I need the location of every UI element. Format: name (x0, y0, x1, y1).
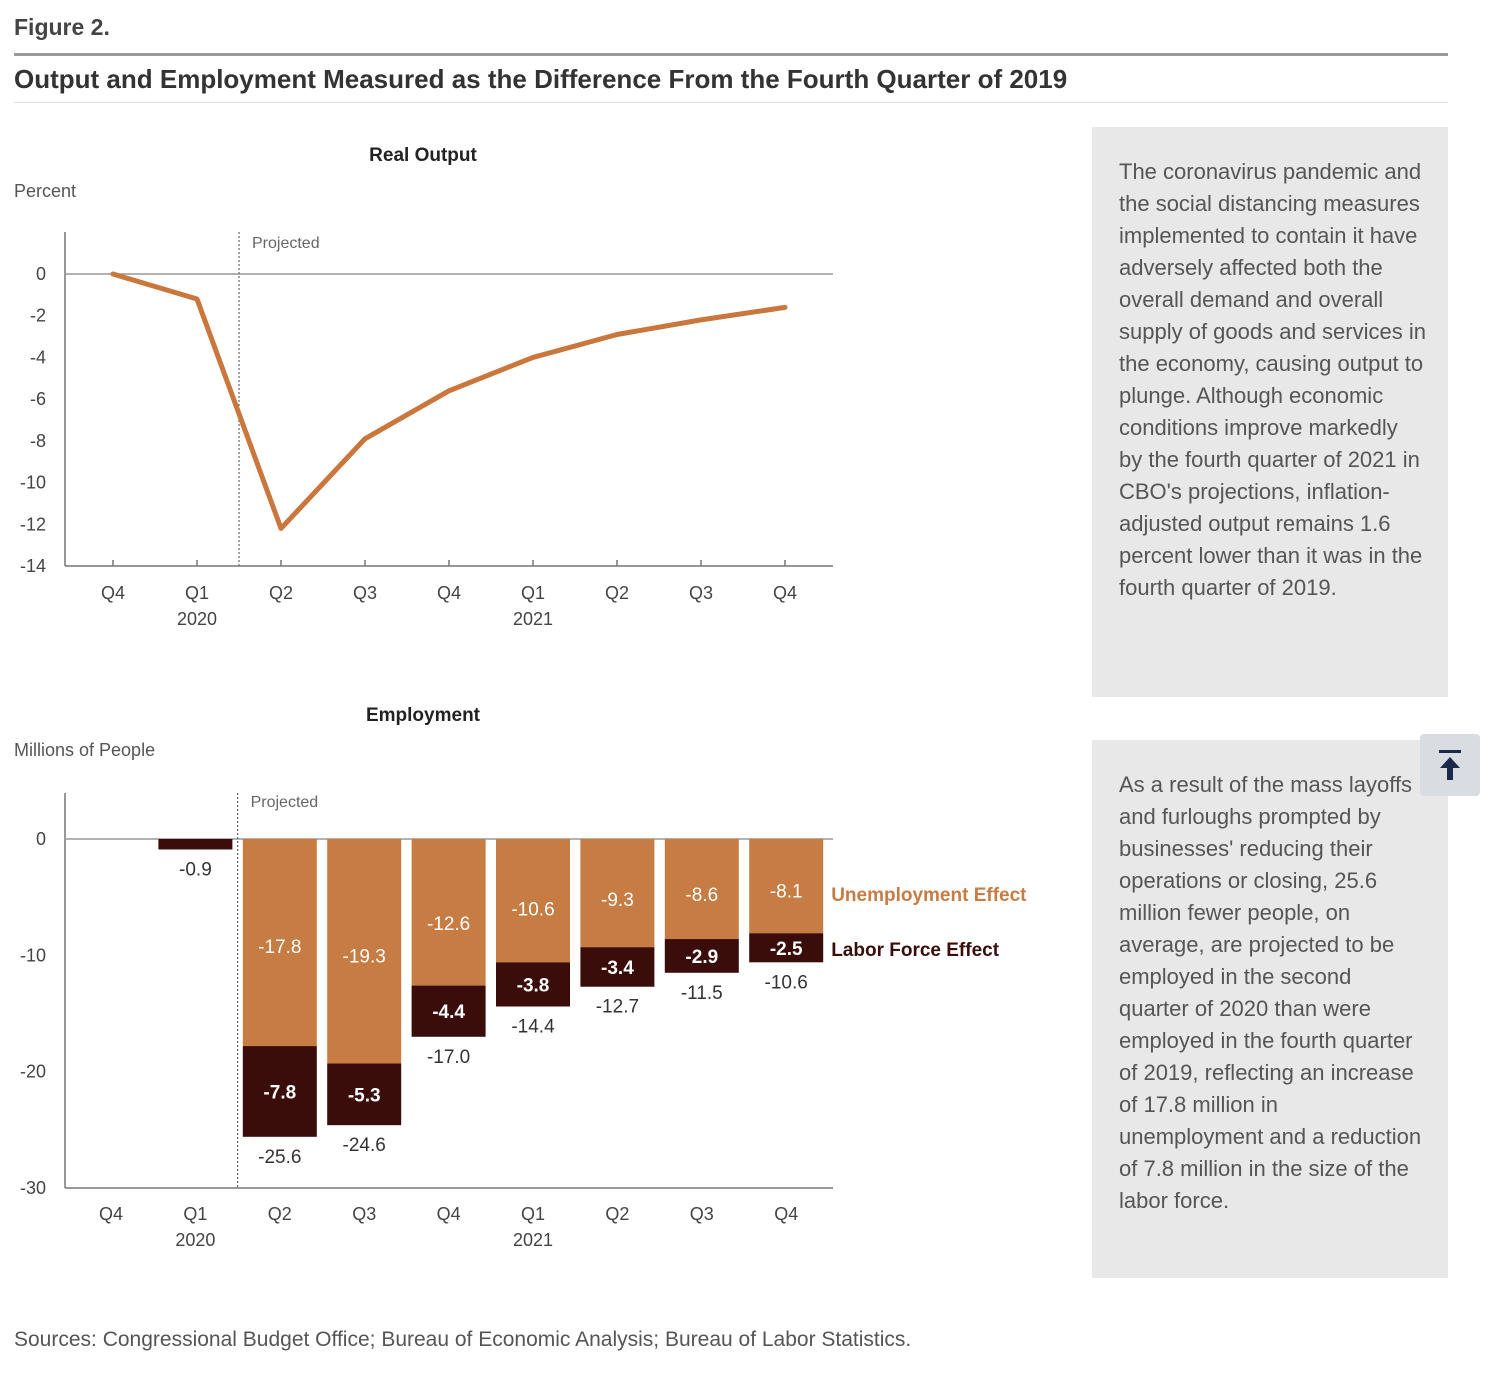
sidebar-output-text: The coronavirus pandemic and the social … (1119, 159, 1426, 600)
sidebar-box-output: The coronavirus pandemic and the social … (1092, 127, 1448, 697)
bar-labor-force (580, 947, 655, 987)
y-tick-label: -20 (20, 1062, 46, 1082)
x-tick-label: Q2 (268, 1204, 292, 1224)
arrow-to-top-icon (1439, 750, 1461, 780)
x-tick-label: Q3 (689, 583, 713, 603)
bar-total-label: -24.6 (343, 1135, 386, 1156)
x-tick-label: Q4 (773, 583, 797, 603)
y-tick-label: -2 (30, 306, 46, 326)
projected-label: Projected (252, 235, 320, 252)
title-divider (14, 102, 1448, 103)
bar-labor-force (664, 939, 739, 973)
real-output-title: Real Output (369, 145, 477, 166)
bar-label-labor-force: -3.8 (517, 975, 550, 996)
x-year-label: 2021 (513, 609, 553, 629)
x-tick-label: Q4 (437, 583, 461, 603)
bar-labor-force (411, 985, 486, 1037)
bar-unemployment (580, 839, 655, 948)
bar-label-labor-force: -3.4 (601, 958, 634, 979)
bar-labor-force (496, 962, 570, 1007)
bar-label-labor-force: -5.3 (348, 1085, 381, 1106)
x-year-label: 2020 (177, 609, 217, 629)
real-output-chart: 0 -2 -4 -6 -8 -10 -12 -14 Q4 Q1 Q2 Q3 Q4 Q1 Q2 Q3 Q4 2020… (20, 232, 833, 629)
x-tick-label: Q4 (437, 1204, 461, 1224)
bar-label-unemployment: -12.6 (427, 914, 470, 935)
x-tick-label: Q3 (353, 583, 377, 603)
x-year-label: 2020 (175, 1230, 215, 1250)
x-tick-label: Q4 (774, 1204, 798, 1224)
legend-labor-force-effect: Labor Force Effect (831, 940, 1000, 961)
bar-label-labor-force: -7.8 (263, 1082, 296, 1103)
bar-unemployment (242, 839, 317, 1047)
sidebar-employment-text: As a result of the mass layoffs and furl… (1119, 772, 1422, 1213)
bar-label-unemployment: -10.6 (511, 899, 554, 920)
bar-total-label: -12.7 (596, 997, 639, 1018)
bar-unemployment (411, 839, 486, 986)
y-tick-label: -4 (30, 347, 46, 367)
bar-label-unemployment: -17.8 (258, 937, 301, 958)
bar-label-labor-force: -2.9 (685, 947, 718, 968)
bar-labor-force (158, 839, 233, 850)
real-output-line (110, 271, 788, 531)
x-tick-label: Q2 (605, 583, 629, 603)
bar-unemployment (664, 839, 739, 940)
y-tick-label: -30 (20, 1178, 46, 1198)
legend-unemployment-effect: Unemployment Effect (831, 885, 1027, 906)
y-tick-label: -14 (20, 556, 46, 576)
bar-labor-force (749, 933, 824, 963)
y-tick-label: -8 (30, 431, 46, 451)
bar-label-unemployment: -8.6 (685, 885, 718, 906)
x-tick-label: Q1 (521, 1204, 545, 1224)
y-tick-label: -6 (30, 389, 46, 409)
sources-note: Sources: Congressional Budget Office; Bu… (14, 1328, 912, 1351)
y-tick-label: -10 (20, 945, 46, 965)
title-rule (14, 53, 1448, 56)
x-tick-label: Q2 (605, 1204, 629, 1224)
bar-unemployment (327, 839, 402, 1064)
bar-labor-force (327, 1063, 402, 1126)
y-tick-label: 0 (36, 829, 46, 849)
x-tick-label: Q4 (99, 1204, 123, 1224)
bar-total-label: -25.6 (258, 1147, 301, 1168)
bar-total-label: -10.6 (765, 972, 808, 993)
figure-title: Output and Employment Measured as the Di… (14, 64, 1068, 94)
sidebar-box-employment: As a result of the mass layoffs and furl… (1092, 740, 1448, 1278)
bar-label-labor-force: -2.5 (770, 939, 803, 960)
bar-total-label: -17.0 (427, 1047, 470, 1068)
real-output-unit: Percent (14, 181, 77, 201)
x-tick-label: Q2 (269, 583, 293, 603)
scroll-to-top-button[interactable] (1420, 734, 1480, 796)
bar-label-unemployment: -19.3 (343, 946, 386, 967)
bar-label-unemployment: -9.3 (601, 890, 634, 911)
x-tick-label: Q1 (521, 583, 545, 603)
bar-total-label: -11.5 (681, 983, 723, 1004)
bar-unemployment (749, 839, 824, 934)
bar-labor-force (242, 1046, 317, 1137)
bar-label-labor-force: -4.4 (432, 1002, 465, 1023)
x-tick-label: Q1 (185, 583, 209, 603)
figure-label: Figure 2. (14, 14, 110, 40)
y-tick-label: -10 (20, 473, 46, 493)
employment-unit: Millions of People (14, 740, 156, 760)
x-tick-label: Q3 (690, 1204, 714, 1224)
bar-label-unemployment: -8.1 (770, 881, 803, 902)
x-year-label: 2021 (513, 1230, 553, 1250)
bar-total-label: -0.9 (179, 859, 212, 880)
x-tick-label: Q1 (183, 1204, 207, 1224)
y-tick-label: -12 (20, 514, 46, 534)
x-tick-label: Q4 (101, 583, 125, 603)
x-tick-label: Q3 (352, 1204, 376, 1224)
bar-unemployment (496, 839, 570, 963)
projected-label: Projected (251, 794, 319, 811)
employment-chart: 0 -10 -20 -30 Q4 Q1 Q2 Q3 Q4 Q1 Q2 Q3 Q4 2020 2021 Proj… (20, 793, 1027, 1250)
bar-total-label: -14.4 (511, 1017, 555, 1038)
employment-title: Employment (365, 705, 481, 726)
y-tick-label: 0 (36, 264, 46, 284)
